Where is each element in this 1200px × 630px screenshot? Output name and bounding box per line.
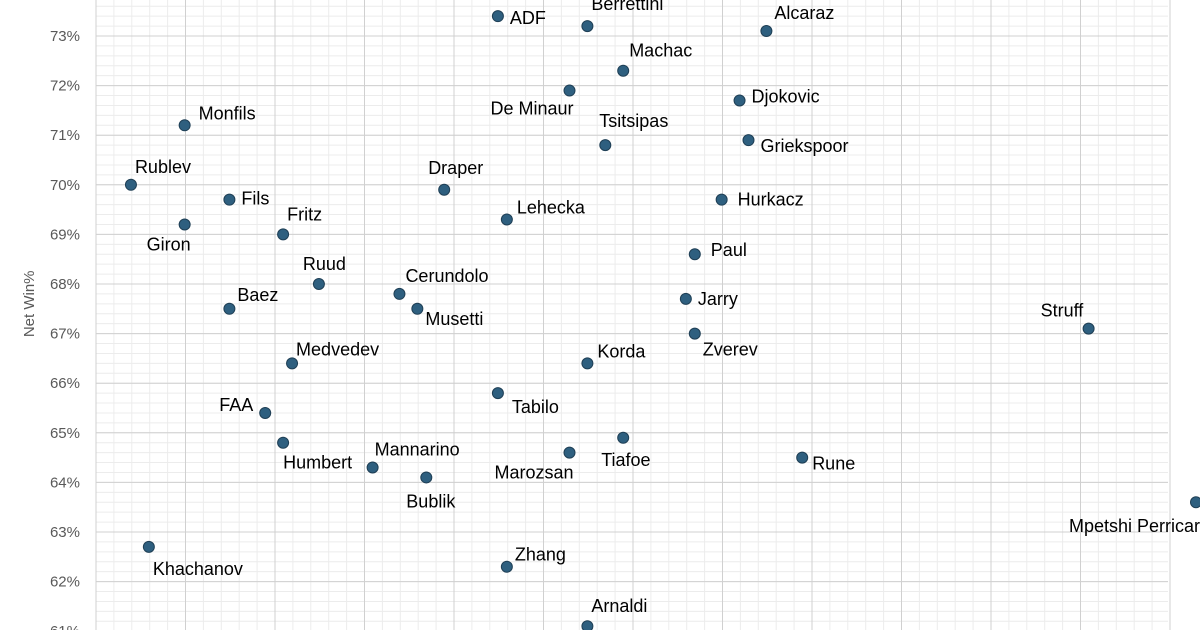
y-tick-label: 70% [50,177,80,194]
data-point [178,218,191,231]
point-labels: ADF Berrettini Alcaraz Machac De Minaur Djoko… [135,0,1200,616]
data-point [277,436,290,449]
data-point [1082,322,1095,335]
point-label: De Minaur [490,99,573,119]
major-gridlines [95,0,1171,630]
y-tick-labels: 61% 62% 63% 64% 65% 66% 67% 68% 69% 70% 71% 72% 73% [50,28,80,630]
point-label: Korda [597,341,646,361]
point-label: Mannarino [375,440,460,460]
point-label: Arnaldi [591,596,647,616]
data-point [142,540,155,553]
point-label: Ruud [303,254,346,274]
point-label: Giron [147,234,191,254]
data-point [563,84,576,97]
point-label: Machac [629,41,692,61]
point-label: Rublev [135,157,191,177]
y-tick-label: 69% [50,226,80,243]
y-tick-label: 71% [50,127,80,144]
point-label: Jarry [698,289,738,309]
data-point [277,228,290,241]
y-tick-label: 61% [50,623,80,630]
data-points [124,10,1200,630]
data-point [688,327,701,340]
data-point [760,25,773,38]
point-label: ADF [510,8,546,28]
point-label: Medvedev [296,339,379,359]
data-point [124,178,137,191]
y-tick-label: 62% [50,574,80,591]
data-point [581,357,594,370]
point-label: Alcaraz [774,3,834,23]
data-point [796,451,809,464]
data-point [491,10,504,23]
data-point [581,620,594,630]
data-point [420,471,433,484]
data-point [178,119,191,132]
data-point [491,387,504,400]
data-point [1190,496,1200,509]
point-label: Paul [711,240,747,260]
data-point [688,248,701,261]
point-label: Djokovic [752,86,820,106]
y-tick-label: 68% [50,276,80,293]
data-point [312,278,325,290]
point-label: Zhang [515,545,566,565]
y-tick-label: 72% [50,78,80,95]
point-label: Monfils [199,103,256,123]
data-point [679,292,692,305]
point-label: Marozsan [494,463,573,483]
y-tick-label: 65% [50,425,80,442]
data-point [617,64,630,77]
minor-gridlines [95,0,1168,630]
y-tick-label: 73% [50,28,80,45]
data-point [563,446,576,459]
point-label: Zverev [703,340,758,360]
point-label: Lehecka [517,198,586,218]
point-label: FAA [219,395,253,415]
data-point [393,287,406,300]
data-point [411,302,424,315]
y-tick-label: 64% [50,474,80,491]
point-label: Khachanov [153,559,243,579]
data-point [223,302,236,315]
point-label: Tsitsipas [599,111,668,131]
data-point [286,357,299,370]
data-point [715,193,728,206]
point-label: Tiafoe [601,450,650,470]
data-point [500,560,513,573]
data-point [742,134,755,147]
point-label: Bublik [406,491,456,511]
point-label: Griekspoor [761,136,849,156]
point-label: Humbert [283,453,352,473]
point-label: Tabilo [512,397,559,417]
data-point [599,139,612,152]
point-label: Mpetshi Perricard [1069,516,1200,536]
data-point [366,461,379,474]
y-tick-label: 66% [50,375,80,392]
point-label: Baez [237,285,278,305]
point-label: Fritz [287,204,322,224]
point-label: Berrettini [591,0,663,14]
data-point [223,193,236,206]
point-label: Fils [241,189,269,209]
data-point [259,406,272,419]
data-point [500,213,513,226]
point-label: Musetti [425,309,483,329]
y-tick-label: 67% [50,326,80,343]
data-point [617,431,630,444]
data-point [438,183,451,196]
data-point [581,20,594,33]
point-label: Struff [1041,301,1085,321]
point-label: Rune [812,454,855,474]
data-point [733,94,746,107]
point-label: Cerundolo [405,266,488,286]
y-axis-title: Net Win% [21,270,38,337]
point-label: Hurkacz [738,190,804,210]
y-tick-label: 63% [50,524,80,541]
point-label: Draper [428,158,483,178]
